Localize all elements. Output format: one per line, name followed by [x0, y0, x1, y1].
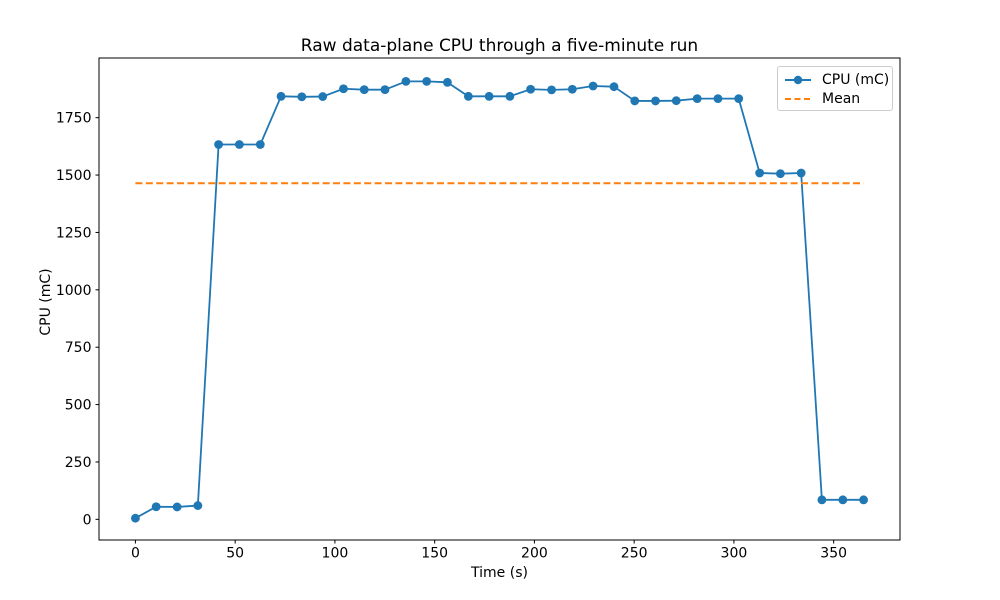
x-tick-label: 150: [421, 546, 448, 562]
cpu-data-point: [443, 77, 452, 87]
legend-item-cpu: CPU (mC): [785, 70, 892, 89]
cpu-data-point: [505, 91, 515, 101]
y-tick-label: 0: [83, 512, 92, 528]
x-tick-label: 300: [721, 546, 748, 562]
cpu-data-point: [380, 85, 390, 95]
cpu-series-line: [134, 80, 864, 519]
cpu-data-point: [567, 84, 577, 94]
x-tick-label: 50: [226, 546, 244, 562]
cpu-data-point: [131, 513, 140, 523]
y-tick-label: 1500: [56, 168, 92, 184]
cpu-data-point: [526, 84, 536, 94]
y-tick-label: 1750: [56, 111, 92, 127]
cpu-data-point: [734, 94, 744, 104]
cpu-data-point: [609, 82, 619, 92]
cpu-data-point: [193, 501, 203, 510]
legend-label-mean: Mean: [822, 90, 861, 107]
cpu-data-point: [297, 92, 307, 102]
cpu-data-point: [214, 140, 224, 149]
cpu-data-point: [422, 77, 432, 86]
legend: CPU (mC) Mean: [777, 66, 893, 111]
x-tick-label: 250: [621, 546, 648, 562]
y-tick-label: 250: [65, 455, 92, 471]
cpu-data-point: [484, 91, 494, 101]
legend-item-mean: Mean: [785, 89, 892, 108]
y-tick-label: 500: [65, 398, 92, 414]
cpu-data-point: [713, 94, 723, 104]
cpu-data-point: [463, 91, 473, 101]
chart-title: Raw data-plane CPU through a five-minute…: [300, 36, 699, 56]
cpu-data-point: [547, 85, 556, 95]
y-tick-label: 750: [65, 340, 92, 356]
cpu-data-point: [276, 91, 286, 101]
cpu-data-point: [359, 85, 369, 95]
cpu-data-point: [630, 96, 640, 106]
cpu-data-point: [318, 92, 328, 101]
legend-label-cpu: CPU (mC): [822, 71, 890, 88]
cpu-data-point: [339, 84, 348, 94]
legend-line-marker-sample: [785, 75, 811, 84]
x-tick-label: 0: [131, 546, 140, 562]
x-tick-label: 100: [322, 546, 349, 562]
cpu-data-point: [776, 169, 785, 179]
legend-dashed-line-sample: [785, 97, 811, 100]
cpu-data-point: [692, 94, 702, 104]
cpu-data-point: [755, 168, 765, 178]
cpu-data-point: [401, 77, 411, 86]
cpu-data-point: [671, 96, 681, 106]
cpu-data-point: [817, 495, 827, 505]
plot-frame: [98, 57, 901, 541]
x-tick-label: 350: [820, 546, 847, 562]
cpu-data-point: [588, 81, 598, 91]
cpu-data-point: [255, 140, 265, 149]
y-tick-label: 1250: [56, 225, 92, 241]
y-tick-label: 1000: [56, 283, 92, 299]
y-axis-label: CPU (mC): [38, 268, 54, 336]
cpu-data-point: [651, 96, 660, 106]
cpu-data-point: [838, 495, 848, 505]
x-axis-label: Time (s): [471, 565, 528, 581]
cpu-data-point: [151, 502, 161, 512]
x-tick-label: 200: [521, 546, 548, 562]
cpu-data-point: [172, 502, 182, 512]
cpu-data-point: [859, 495, 868, 505]
cpu-data-point: [234, 140, 244, 149]
cpu-data-point: [796, 168, 806, 178]
